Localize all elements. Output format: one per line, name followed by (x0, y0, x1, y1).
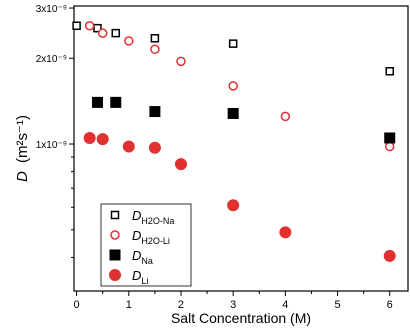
x-tick-label: 3 (230, 299, 236, 311)
legend-marker (109, 269, 121, 281)
series-h2o-li (84, 21, 395, 152)
legend-label: DLi (132, 268, 148, 286)
legend-marker (110, 230, 120, 240)
data-point (97, 28, 108, 38)
x-tick-label: 5 (334, 299, 340, 311)
data-point (280, 111, 291, 122)
series-h2o-na (72, 21, 394, 76)
series-na (91, 96, 396, 144)
x-axis-label: Salt Concentration (M) (171, 310, 311, 326)
x-tick-label: 1 (126, 299, 132, 311)
data-point (84, 21, 95, 31)
data-point (150, 44, 160, 55)
data-point (122, 140, 135, 153)
x-tick-label: 0 (74, 299, 80, 311)
data-point (96, 133, 109, 146)
legend-label: DH2O-Li (132, 228, 170, 246)
svg-text:D (m²s⁻¹): D (m²s⁻¹) (14, 115, 31, 182)
legend-label: DH2O-Na (132, 208, 174, 226)
data-point (149, 106, 161, 118)
data-point (176, 56, 186, 67)
data-point (385, 67, 394, 76)
data-point (228, 39, 238, 48)
data-point (83, 131, 96, 144)
data-point (93, 23, 102, 33)
data-point (228, 81, 238, 91)
x-tick-label: 4 (282, 299, 288, 311)
data-point (279, 226, 292, 239)
data-point (384, 132, 396, 144)
y-axis-label-units: (m²s⁻¹) (14, 115, 31, 163)
x-tick-label: 6 (387, 299, 393, 311)
legend: DH2O-Na DH2O-Li DNa DLi (100, 203, 192, 287)
y-tick-label: 2x10⁻⁹ (36, 54, 67, 65)
data-point (150, 34, 160, 43)
series-li (83, 131, 396, 262)
data-point (124, 36, 134, 46)
y-tick-label: 1x10⁻⁹ (36, 140, 67, 151)
data-point (383, 249, 396, 262)
legend-marker (109, 249, 121, 261)
data-point (110, 96, 122, 108)
y-axis-label-symbol: D (14, 171, 31, 182)
plot-frame (73, 5, 409, 292)
data-point (72, 21, 81, 31)
data-point (148, 141, 161, 154)
y-tick-label: 3x10⁻⁹ (36, 4, 67, 15)
legend-label: DNa (132, 248, 153, 266)
data-point (227, 107, 239, 119)
y-axis-label: D (m²s⁻¹) (14, 115, 31, 182)
data-point (227, 199, 240, 212)
x-tick-label: 2 (178, 299, 184, 311)
data-point (111, 28, 120, 38)
legend-marker (110, 210, 120, 220)
data-point (384, 141, 395, 152)
data-point (174, 158, 187, 171)
data-point (91, 96, 103, 108)
